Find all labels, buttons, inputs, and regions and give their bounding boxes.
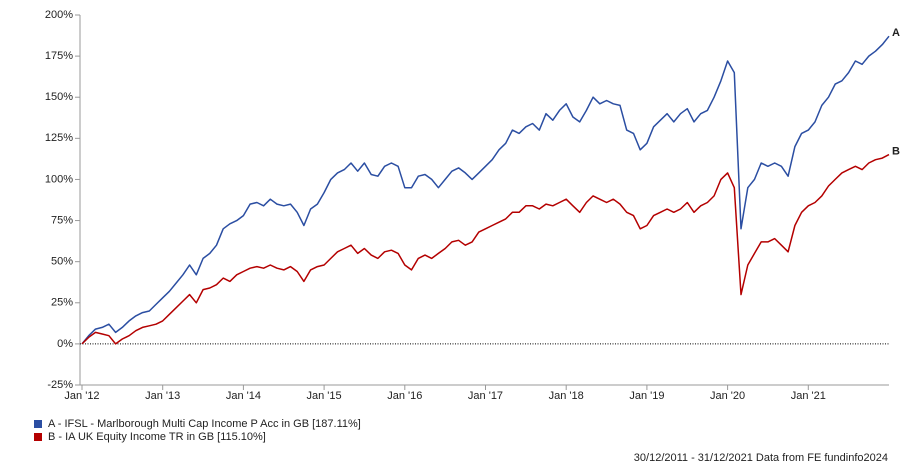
x-tick-label: Jan '17 xyxy=(468,390,503,402)
x-tick-label: Jan '16 xyxy=(387,390,422,402)
series-line xyxy=(81,35,890,345)
y-tick-label: 25% xyxy=(51,297,73,309)
legend-label: A - IFSL - Marlborough Multi Cap Income … xyxy=(48,418,361,430)
legend-label: B - IA UK Equity Income TR in GB [115.10… xyxy=(48,431,266,443)
y-tick-label: -25% xyxy=(47,379,73,391)
legend-swatch xyxy=(34,420,42,428)
x-tick-label: Jan '13 xyxy=(145,390,180,402)
y-tick-label: 100% xyxy=(45,173,73,185)
y-tick-label: 175% xyxy=(45,50,73,62)
legend-swatch xyxy=(34,433,42,441)
y-tick-label: 50% xyxy=(51,256,73,268)
footer: 30/12/2011 - 31/12/2021 Data from FE fun… xyxy=(634,452,888,464)
x-tick-label: Jan '18 xyxy=(549,390,584,402)
x-tick-label: Jan '21 xyxy=(791,390,826,402)
x-tick-label: Jan '20 xyxy=(710,390,745,402)
y-tick-label: 75% xyxy=(51,214,73,226)
end-label: B xyxy=(892,146,900,158)
y-tick-label: 150% xyxy=(45,91,73,103)
series-line xyxy=(81,153,890,345)
y-tick-label: 125% xyxy=(45,132,73,144)
x-tick-label: Jan '12 xyxy=(64,390,99,402)
y-tick-label: 0% xyxy=(57,338,73,350)
x-tick-label: Jan '15 xyxy=(307,390,342,402)
x-tick-label: Jan '14 xyxy=(226,390,261,402)
y-tick-label: 200% xyxy=(45,9,73,21)
end-label: A xyxy=(892,27,900,39)
x-tick-label: Jan '19 xyxy=(629,390,664,402)
